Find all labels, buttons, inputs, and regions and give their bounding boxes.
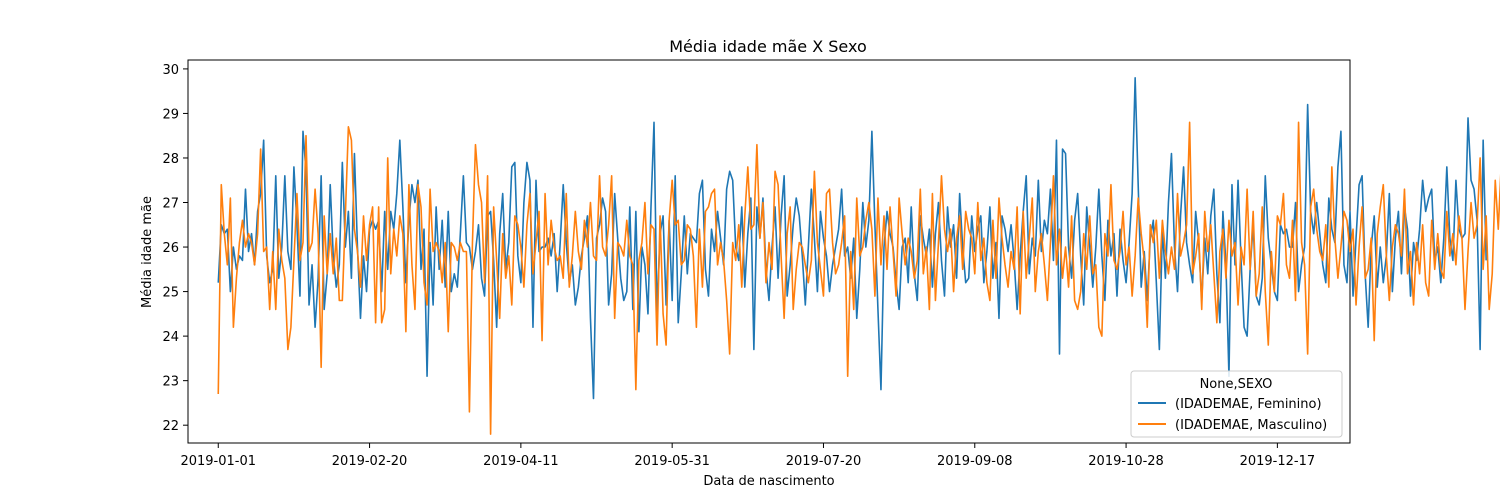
legend-box bbox=[1130, 370, 1343, 438]
legend: None,SEXO (IDADEMAE, Feminino) (IDADEMAE… bbox=[1130, 370, 1343, 438]
x-tick-label: 2019-01-01 bbox=[180, 454, 256, 469]
x-tick-label: 2019-12-17 bbox=[1240, 454, 1316, 469]
chart-title: Média idade mãe X Sexo bbox=[669, 37, 866, 56]
y-tick-label: 25 bbox=[162, 286, 179, 301]
y-tick-label: 22 bbox=[162, 419, 179, 434]
y-tick-label: 27 bbox=[162, 197, 179, 212]
x-tick-label: 2019-05-31 bbox=[634, 454, 710, 469]
y-tick-label: 24 bbox=[162, 330, 179, 345]
x-axis: 2019-01-01 2019-02-20 2019-04-11 2019-05-31… bbox=[180, 443, 1315, 469]
x-axis-title: Data de nascimento bbox=[703, 474, 834, 489]
x-tick-label: 2019-10-28 bbox=[1088, 454, 1164, 469]
series-lines bbox=[217, 77, 1500, 435]
x-tick-label: 2019-02-20 bbox=[332, 454, 408, 469]
y-axis: 22 23 24 25 26 27 28 29 30 bbox=[162, 63, 188, 434]
legend-title: None,SEXO bbox=[1200, 377, 1273, 392]
y-axis-title: Média idade mãe bbox=[140, 196, 155, 308]
series-line-feminino bbox=[217, 77, 1487, 400]
y-tick-label: 29 bbox=[162, 107, 179, 122]
x-tick-label: 2019-04-11 bbox=[483, 454, 559, 469]
x-tick-label: 2019-07-20 bbox=[786, 454, 862, 469]
y-tick-label: 23 bbox=[162, 375, 179, 390]
series-line-masculino bbox=[217, 121, 1500, 435]
legend-label-masculino: (IDADEMAE, Masculino) bbox=[1175, 418, 1327, 433]
y-tick-label: 30 bbox=[162, 63, 179, 78]
y-tick-label: 28 bbox=[162, 152, 179, 167]
x-tick-label: 2019-09-08 bbox=[937, 454, 1013, 469]
legend-label-feminino: (IDADEMAE, Feminino) bbox=[1175, 397, 1322, 412]
y-tick-label: 26 bbox=[162, 241, 179, 256]
